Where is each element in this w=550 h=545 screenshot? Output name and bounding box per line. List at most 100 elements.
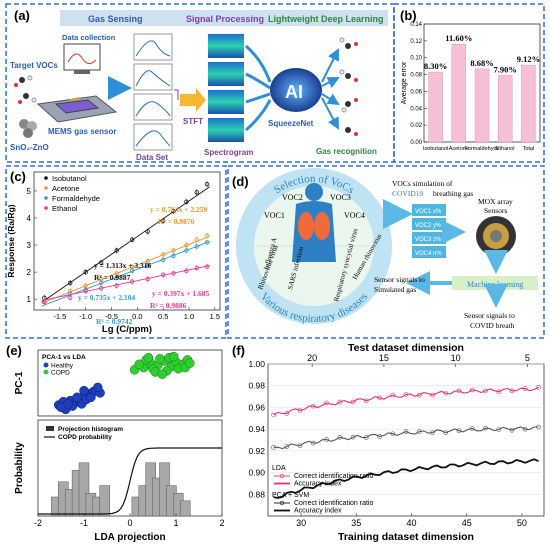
bar — [521, 64, 536, 143]
series-line — [273, 426, 539, 450]
panel-b: (b) 0.00 0.02 0.04 0.06 0.08 0.10 0.12 0.14 Aver… — [393, 3, 545, 163]
line-chart-f: 0.88 0.90 0.92 0.94 0.96 0.98 1.00 30 35 40 45 50 20… — [248, 342, 545, 543]
y-tick-label: 1 — [27, 295, 32, 304]
human-lungs-icon — [292, 183, 336, 262]
healthy-point — [79, 385, 89, 396]
bar-data-label: 11.60% — [445, 33, 472, 43]
series-marker — [271, 412, 276, 418]
panel-f-tag: (f) — [232, 343, 245, 358]
legend-entry: Formaldehyde — [52, 194, 100, 203]
stft-label: STFT — [183, 117, 203, 126]
y-tick-label: 0.02 — [410, 123, 422, 129]
series-marker — [350, 434, 356, 440]
legend-marker-circle — [279, 473, 285, 479]
x-tick-label: 45 — [462, 518, 472, 528]
panel-c-border — [5, 165, 227, 339]
voc-box-2: VOC2 y% — [415, 223, 442, 229]
data-point — [145, 263, 150, 268]
pc1-axis-label: PC-1 — [14, 371, 25, 394]
scatter-legend-entry: Healthy — [51, 363, 74, 370]
healthy-point — [72, 392, 82, 403]
panel-d-border — [227, 165, 545, 339]
data-point — [67, 295, 73, 301]
panel-b-tag: (b) — [400, 8, 417, 23]
series-line — [273, 458, 539, 499]
x-tick-label: -2 — [34, 518, 42, 528]
mox-array-icon — [476, 216, 516, 256]
panel-a-border — [5, 3, 395, 163]
fit-equation: y = 1.313x + 3.316 — [94, 261, 152, 270]
copd-point — [134, 359, 144, 370]
gas-recognition-label: Gas recognition — [316, 147, 377, 156]
data-point — [114, 275, 119, 280]
copd-probability-curve — [38, 447, 222, 515]
top-x-tick-label: 15 — [379, 353, 389, 363]
healthy-point — [56, 402, 66, 412]
y-tick-label: 0.14 — [410, 22, 422, 28]
fit-r2: R² = 0.9742 — [96, 317, 133, 326]
data-point — [114, 283, 119, 288]
legend-marker-circle — [279, 500, 285, 506]
bar-chart-b: 0.00 0.02 0.04 0.06 0.08 0.10 0.12 0.14 Average … — [401, 22, 541, 152]
y-tick-label: 2 — [27, 268, 32, 277]
sim-text-1: VOCs simulation of — [392, 179, 453, 188]
legend-group-title: PCA + SVM — [272, 492, 309, 499]
voc-box-4: VOC4 n% — [415, 251, 442, 257]
x-tick-label: -1.5 — [53, 312, 66, 321]
data-point — [145, 229, 150, 234]
hist-legend-entry: Projection histogram — [58, 426, 123, 433]
x-tick-label: 1.5 — [210, 312, 220, 321]
x-tick-label: 1 — [173, 518, 178, 528]
fit-r2: R² = 0.9887 — [94, 273, 131, 282]
panel-a-tag: (a) — [14, 8, 30, 23]
output-arrows — [321, 48, 340, 130]
series-marker — [284, 444, 290, 449]
sig-sim-2: Simulated gas — [374, 285, 416, 294]
data-point — [194, 237, 199, 242]
y-tick-label: 4 — [27, 214, 32, 223]
data-point — [204, 264, 210, 269]
panel-d-tag: (d) — [232, 174, 249, 189]
data-point — [160, 218, 166, 223]
fit-equation: y = 0.764x + 2.259 — [150, 205, 208, 214]
y-tick-label: 0.06 — [410, 89, 422, 95]
legend-entry: Accuracy index — [294, 508, 342, 515]
data-point — [204, 240, 210, 245]
sig-covid-2: COVID breath — [470, 321, 515, 330]
stage-banner — [60, 10, 388, 26]
x-tick-label: Isobutanol — [423, 146, 448, 152]
fit-line — [41, 265, 210, 301]
voc2-label: VOC2 — [282, 193, 303, 202]
panel-f: (f) 0.88 0.90 0.92 0.94 0.96 0.98 1.00 30 35 40 45… — [232, 342, 545, 543]
bar — [428, 71, 443, 143]
x-tick-label: -1 — [80, 518, 88, 528]
x-tick-label: 50 — [517, 518, 527, 528]
data-point — [171, 253, 176, 259]
bar-data-label: 8.30% — [424, 61, 447, 71]
series-marker — [443, 430, 449, 435]
legend-marker — [44, 176, 48, 180]
y-tick-label: 0.90 — [248, 468, 265, 478]
sensors-label: Sensors — [484, 206, 507, 215]
sig-sim-1: Sensor signals to — [374, 275, 425, 284]
series-line — [273, 386, 539, 416]
scatter-legend-title: PCA-1 vs LDA — [42, 354, 86, 361]
plot-frame — [267, 363, 545, 517]
legend-group-title: LDA — [272, 465, 286, 472]
x-tick-label: Acetone — [449, 146, 469, 152]
data-point — [114, 248, 119, 253]
bar — [498, 75, 513, 143]
hist-bar — [99, 485, 110, 517]
series-marker — [430, 392, 435, 398]
data-point — [145, 276, 150, 282]
hist-legend-marker — [46, 426, 54, 431]
series-marker — [337, 399, 343, 405]
dataset-label: Data Set — [136, 153, 168, 162]
x-tick-label: -1.0 — [79, 312, 92, 321]
sig-covid-1: Sensor signals to — [464, 311, 515, 320]
data-point — [184, 199, 189, 204]
series-marker — [536, 385, 541, 390]
x-tick-label: Formaldehyde — [464, 146, 499, 152]
